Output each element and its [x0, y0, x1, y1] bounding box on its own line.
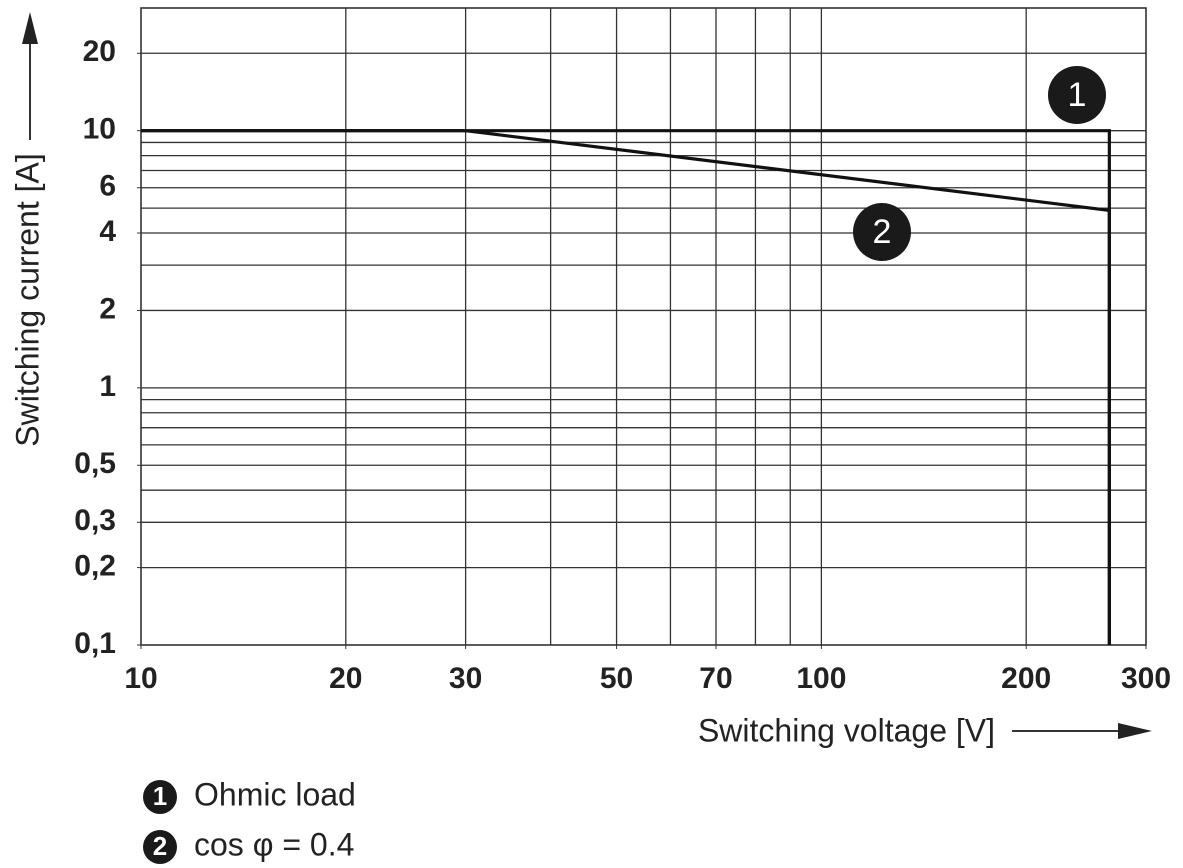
x-tick-label: 30	[449, 662, 482, 695]
legend-label: cos φ = 0.4	[194, 826, 354, 862]
y-tick-label: 10	[83, 113, 116, 146]
x-tick-label: 10	[124, 662, 157, 695]
x-tick-label: 50	[600, 662, 633, 695]
x-tick-label: 20	[329, 662, 362, 695]
x-tick-label: 100	[796, 662, 846, 695]
legend-badge	[143, 780, 177, 814]
x-tick-label: 70	[699, 662, 732, 695]
y-tick-label: 0,5	[74, 447, 116, 480]
series-badge	[1048, 66, 1106, 124]
y-tick-label: 20	[83, 35, 116, 68]
plot-frame	[140, 7, 1147, 646]
legend-badge-label: 1	[153, 781, 167, 811]
y-axis-title: Switching current [A]	[9, 153, 45, 446]
y-arrowhead	[22, 12, 38, 44]
series-badge-label: 2	[873, 213, 892, 251]
y-tick-label: 0,2	[74, 550, 116, 583]
series-badge	[853, 203, 911, 261]
y-tick-label: 0,1	[74, 627, 116, 660]
x-arrowhead	[1118, 723, 1152, 739]
legend-label: Ohmic load	[194, 776, 356, 812]
y-tick-label: 4	[99, 215, 116, 248]
x-axis-title: Switching voltage [V]	[698, 712, 995, 748]
y-tick-label: 2	[99, 292, 116, 325]
y-tick-label: 0,3	[74, 504, 116, 537]
x-tick-label: 300	[1121, 662, 1171, 695]
y-tick-label: 1	[99, 370, 116, 403]
series-line	[141, 129, 1111, 645]
x-tick-label: 200	[1001, 662, 1051, 695]
series-badge-label: 1	[1068, 76, 1087, 114]
legend-badge-label: 2	[153, 831, 167, 861]
y-tick-label: 6	[99, 170, 116, 203]
legend-badge	[143, 830, 177, 864]
